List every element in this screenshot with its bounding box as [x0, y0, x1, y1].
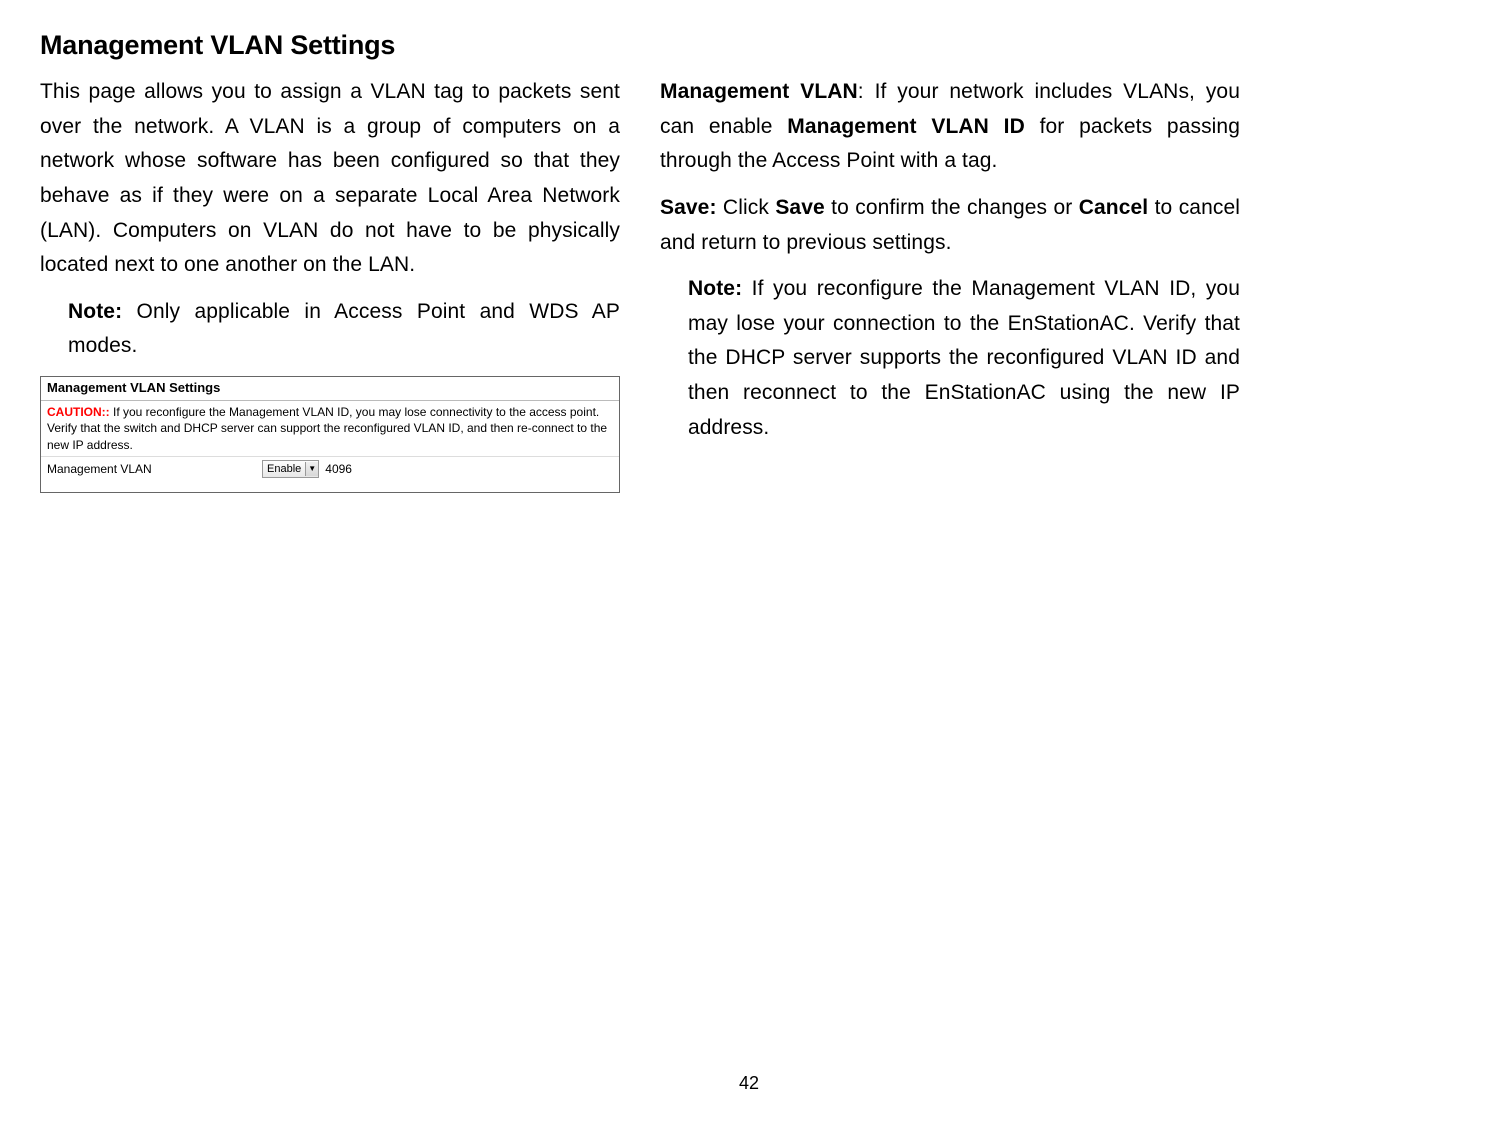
note-paragraph: Note: Only applicable in Access Point an… — [68, 295, 620, 364]
page-number: 42 — [40, 1073, 1458, 1094]
chevron-down-icon: ▼ — [305, 462, 318, 476]
intro-paragraph: This page allows you to assign a VLAN ta… — [40, 75, 620, 283]
right-column: Management VLAN: If your network include… — [660, 75, 1240, 493]
mgmt-vlan-heading: Management VLAN — [660, 80, 858, 103]
page-title: Management VLAN Settings — [40, 30, 1458, 61]
caution-text: If you reconfigure the Management VLAN I… — [47, 405, 607, 451]
settings-panel-header: Management VLAN Settings — [41, 377, 619, 401]
right-note-paragraph: Note: If you reconfigure the Management … — [688, 272, 1240, 445]
management-vlan-paragraph: Management VLAN: If your network include… — [660, 75, 1240, 179]
caution-label: CAUTION:: — [47, 405, 110, 419]
content-columns: This page allows you to assign a VLAN ta… — [40, 75, 1458, 493]
enable-dropdown[interactable]: Enable ▼ — [262, 460, 319, 478]
settings-panel: Management VLAN Settings CAUTION:: If yo… — [40, 376, 620, 493]
vlan-id-value: 4096 — [325, 462, 352, 476]
dropdown-value: Enable — [263, 463, 305, 475]
caution-row: CAUTION:: If you reconfigure the Managem… — [41, 401, 619, 457]
save-heading: Save: — [660, 196, 717, 219]
note-label: Note: — [68, 300, 122, 323]
right-note-label: Note: — [688, 277, 742, 300]
management-vlan-label: Management VLAN — [47, 462, 262, 476]
left-column: This page allows you to assign a VLAN ta… — [40, 75, 620, 493]
note-text: Only applicable in Access Point and WDS … — [68, 300, 620, 358]
management-vlan-row: Management VLAN Enable ▼ 4096 — [41, 457, 619, 492]
mgmt-vlan-id-bold: Management VLAN ID — [787, 115, 1025, 138]
save-mid: to confirm the changes or — [825, 196, 1079, 219]
save-pre: Click — [717, 196, 776, 219]
save-paragraph: Save: Click Save to confirm the changes … — [660, 191, 1240, 260]
cancel-bold: Cancel — [1079, 196, 1148, 219]
right-note-text: If you reconfigure the Management VLAN I… — [688, 277, 1240, 439]
save-bold: Save — [775, 196, 824, 219]
